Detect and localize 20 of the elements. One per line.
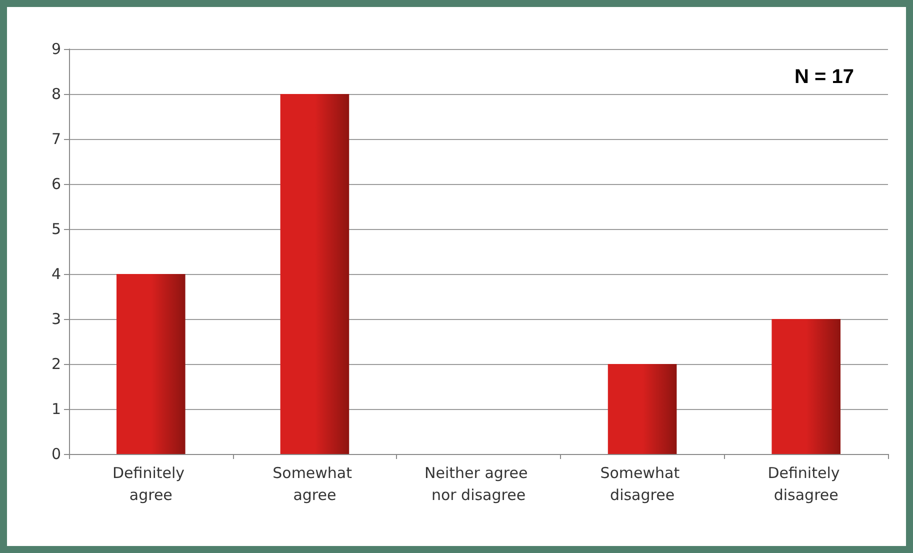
y-tick-label: 2 <box>51 355 61 373</box>
bar <box>280 94 350 454</box>
y-tick-label: 3 <box>51 310 61 328</box>
annotation: N = 17 <box>794 66 854 88</box>
bar <box>116 274 186 454</box>
y-tick-label: 1 <box>51 400 61 418</box>
y-tick-label: 5 <box>51 220 61 238</box>
x-tick-label: Definitely disagree <box>768 464 845 504</box>
y-tick-label: 6 <box>51 175 61 193</box>
y-tick-label: 4 <box>51 265 61 283</box>
y-tick-label: 7 <box>51 130 61 148</box>
y-tick-label: 0 <box>51 445 61 463</box>
x-tick-label: Neither agree nor disagree <box>424 464 532 504</box>
y-tick-label: 9 <box>51 40 61 58</box>
bar <box>772 319 840 454</box>
x-tick-label: Somewhat agree <box>272 464 357 504</box>
x-tick-label: Somewhat disagree <box>600 464 684 504</box>
bar <box>608 364 677 454</box>
x-tick-label: Definitely agree <box>112 464 190 504</box>
y-tick-label: 8 <box>51 85 61 103</box>
